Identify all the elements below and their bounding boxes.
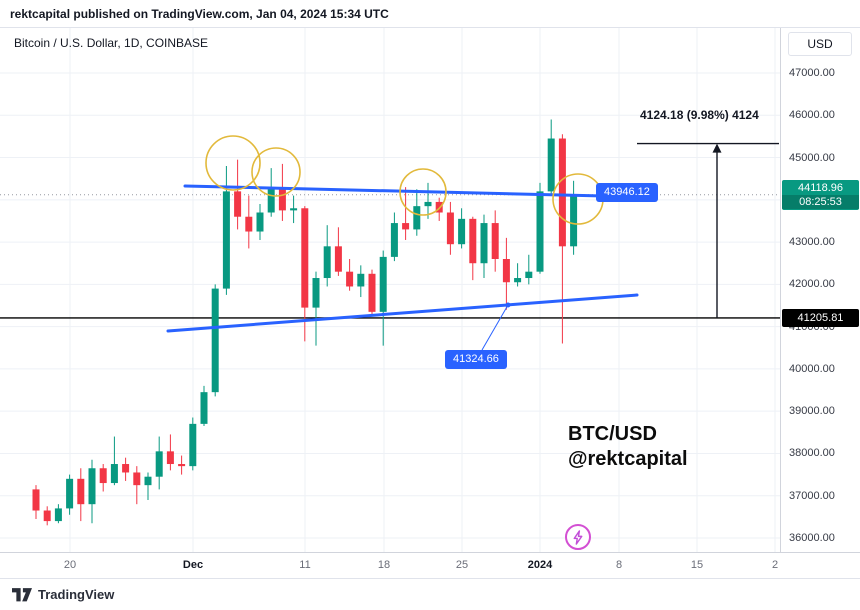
candle-body [323, 246, 331, 279]
candle-body [88, 468, 96, 505]
candle-body [166, 451, 174, 465]
candle-body [379, 256, 387, 312]
watermark-handle: @rektcapital [568, 448, 688, 470]
time-label: Dec [182, 559, 204, 571]
time-label: 2 [771, 559, 779, 571]
support-trendline[interactable] [166, 293, 639, 333]
price-tick: 39000.00 [789, 405, 835, 418]
highlight-circle[interactable] [399, 168, 447, 216]
candle-body [267, 189, 275, 213]
candle-body [446, 212, 454, 245]
time-label: 11 [299, 559, 311, 571]
time-label: 25 [455, 559, 469, 571]
level-price-badge: 41205.81 [782, 309, 859, 327]
price-tick: 42000.00 [789, 278, 835, 291]
price-tick: 40000.00 [789, 362, 835, 375]
candle-body [525, 271, 533, 279]
time-axis[interactable]: 20 Dec 11 18 25 2024 8 15 2 [0, 553, 780, 578]
current-price-value: 44118.96 [797, 182, 844, 194]
support-pointer-dot [505, 302, 511, 308]
highlight-circle[interactable] [205, 135, 261, 191]
candle-body [245, 216, 253, 232]
candle-body [491, 223, 499, 259]
candle-body [122, 464, 130, 473]
bar-countdown: 08:25:53 [782, 195, 859, 209]
candle-body [77, 478, 85, 505]
candle-body [514, 278, 522, 283]
candle-body [469, 218, 477, 264]
price-tick: 45000.00 [789, 151, 835, 164]
price-tick: 36000.00 [789, 532, 835, 544]
resistance-trendline[interactable] [183, 184, 647, 199]
chart-area[interactable]: Bitcoin / U.S. Dollar, 1D, COINBASE BTC/… [0, 28, 780, 552]
measurement-label: 4124.18 (9.98%) 4124 [640, 108, 759, 122]
resistance-price-tag[interactable]: 43946.12 [596, 183, 658, 202]
watermark: BTC/USD @rektcapital [568, 422, 688, 472]
candle-body [144, 476, 152, 486]
candle-body [222, 191, 230, 289]
price-tick: 37000.00 [789, 489, 835, 502]
candle-body [424, 201, 432, 207]
candle-body [133, 472, 141, 486]
candle-body [256, 212, 264, 232]
measure-arrowhead [712, 143, 722, 153]
candle-body [99, 468, 107, 484]
published-line: rektcapital published on TradingView.com… [10, 6, 389, 21]
footer: TradingView [0, 578, 860, 610]
brand-name[interactable]: TradingView [38, 587, 115, 602]
candle-body [368, 273, 376, 312]
candle-body [66, 478, 74, 509]
watermark-symbol: BTC/USD [568, 423, 657, 445]
candle-body [346, 271, 354, 287]
candle-body [558, 138, 566, 247]
time-label: 15 [690, 559, 704, 571]
time-label: 2024 [527, 559, 553, 571]
candle-body [480, 223, 488, 264]
candle-body [234, 191, 242, 217]
candle-body [54, 508, 62, 522]
symbol-title[interactable]: Bitcoin / U.S. Dollar, 1D, COINBASE [14, 36, 209, 50]
time-axis-divider [0, 552, 860, 553]
candle-body [390, 223, 398, 257]
candle-body [211, 288, 219, 393]
price-tick: 46000.00 [789, 109, 835, 122]
candle-body [334, 246, 342, 272]
candle-body [301, 208, 309, 308]
support-pointer-line [481, 304, 509, 351]
highlight-circle[interactable] [251, 147, 301, 197]
price-tick: 43000.00 [789, 236, 835, 249]
candle-body [502, 259, 510, 283]
candle-body [312, 278, 320, 308]
time-label: 20 [63, 559, 77, 571]
candle-body [458, 218, 466, 245]
time-label: 18 [377, 559, 391, 571]
candle-body [43, 510, 51, 522]
candle-body [32, 489, 40, 511]
candle-body [402, 223, 410, 230]
candle-body [110, 464, 118, 484]
candle-body [413, 206, 421, 230]
chart-canvas[interactable] [0, 28, 780, 552]
tradingview-logo-icon[interactable] [12, 587, 32, 602]
candle-body [278, 189, 286, 211]
candle-body [290, 208, 298, 211]
currency-usd-button[interactable]: USD [788, 32, 852, 56]
price-tick: 47000.00 [789, 67, 835, 79]
candle-body [155, 451, 163, 477]
candle-body [547, 138, 555, 192]
support-price-tag[interactable]: 41324.66 [445, 350, 507, 369]
current-price-badge: 44118.96 08:25:53 [782, 180, 859, 210]
time-label: 8 [615, 559, 623, 571]
candle-body [570, 194, 578, 247]
price-tick: 38000.00 [789, 447, 835, 460]
candle-body [178, 464, 186, 467]
candle-body [536, 191, 544, 272]
price-axis[interactable]: USD 47000.0046000.0045000.0044000.004300… [780, 28, 860, 552]
candle-body [200, 392, 208, 424]
boost-icon[interactable] [565, 524, 591, 550]
publish-header: rektcapital published on TradingView.com… [0, 0, 860, 28]
candle-body [357, 273, 365, 287]
candle-body [189, 423, 197, 467]
lightning-bolt-icon [573, 529, 583, 545]
